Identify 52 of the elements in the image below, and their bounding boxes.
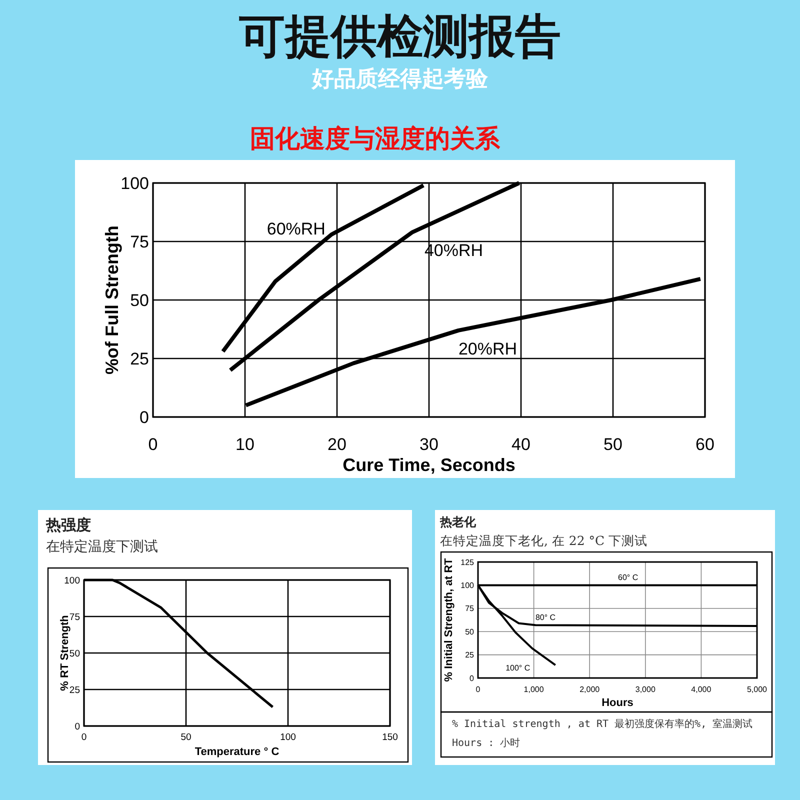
y-tick-label: 0 xyxy=(470,674,475,683)
y-tick-label: 50 xyxy=(465,627,475,636)
x-tick-label: 150 xyxy=(382,732,398,743)
y-tick-label: 25 xyxy=(465,650,475,660)
text: Hours : 小时 xyxy=(452,737,520,749)
y-tick-label: 0 xyxy=(74,721,80,732)
chart-title: 热强度 xyxy=(45,516,91,534)
x-tick-label: 1,000 xyxy=(524,685,544,694)
text: 好品质经得起考验 xyxy=(311,66,489,91)
y-tick-label: 125 xyxy=(460,558,475,567)
y-axis-title: %of Full Strength xyxy=(102,226,122,374)
series-label: 60° C xyxy=(618,573,638,582)
x-tick-label: 4,000 xyxy=(691,685,712,694)
y-tick-label: 50 xyxy=(69,648,80,660)
chart-subtitle: 在特定温度下测试 xyxy=(46,539,158,555)
x-tick-label: 40 xyxy=(512,435,530,454)
y-tick-label: 0 xyxy=(140,408,149,427)
series-label: 80° C xyxy=(535,613,556,622)
x-tick-label: 30 xyxy=(420,435,438,454)
x-tick-label: 50 xyxy=(180,732,192,743)
x-tick-label: 20 xyxy=(328,435,346,454)
text: % Initial strength , at RT 最初强度保有率的%, 室温测试 xyxy=(452,718,753,730)
x-tick-label: 3,000 xyxy=(635,685,656,694)
x-tick-label: 100 xyxy=(280,732,296,743)
x-axis-title: Cure Time, Seconds xyxy=(342,455,516,475)
y-axis-title: % Initial Strength, at RT xyxy=(443,558,455,682)
x-axis-title: Temperature ° C xyxy=(194,746,280,758)
x-tick-label: 10 xyxy=(236,435,254,454)
y-tick-label: 100 xyxy=(120,174,149,193)
y-tick-label: 50 xyxy=(130,290,149,310)
y-tick-label: 75 xyxy=(130,232,149,252)
x-tick-label: 50 xyxy=(604,435,622,454)
series-label: 100° C xyxy=(506,663,530,672)
y-tick-label: 75 xyxy=(465,604,475,614)
text: 可提供检测报告 xyxy=(239,10,561,62)
y-axis-title: % RT Strength xyxy=(59,614,71,691)
x-tick-label: 5,000 xyxy=(746,685,768,694)
y-tick-label: 25 xyxy=(69,684,80,696)
y-tick-label: 25 xyxy=(130,349,149,368)
y-tick-label: 100 xyxy=(64,575,80,586)
chart-title: 热老化 xyxy=(439,515,477,529)
chart-title: 固化速度与湿度的关系 xyxy=(250,125,501,153)
y-tick-label: 75 xyxy=(69,612,80,623)
x-axis-title: Hours xyxy=(602,697,634,709)
y-tick-label: 100 xyxy=(460,581,475,590)
series-label: 20%RH xyxy=(458,339,518,358)
chart-subtitle: 在特定温度下老化, 在 22 °C 下测试 xyxy=(440,533,648,548)
series-label: 60%RH xyxy=(266,219,326,238)
x-tick-label: 0 xyxy=(476,685,481,694)
x-tick-label: 0 xyxy=(81,732,87,743)
x-tick-label: 2,000 xyxy=(580,685,600,694)
x-tick-label: 60 xyxy=(696,435,714,454)
